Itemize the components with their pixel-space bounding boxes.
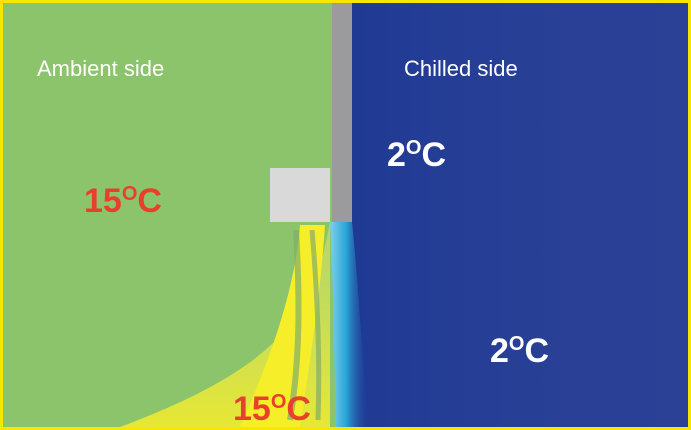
block bbox=[270, 168, 330, 222]
temp-number: 2 bbox=[387, 136, 406, 174]
temp-unit: C bbox=[137, 182, 162, 220]
side-label: Chilled side bbox=[404, 56, 518, 81]
temperature-label: 2OC bbox=[387, 136, 446, 174]
wall bbox=[332, 3, 352, 13]
temperature-label: 15OC bbox=[233, 390, 311, 428]
temperature-label: 2OC bbox=[490, 332, 549, 370]
side-label: Ambient side bbox=[37, 56, 164, 81]
plume-streak bbox=[287, 229, 302, 421]
temp-unit: C bbox=[286, 390, 311, 428]
cold-edge bbox=[330, 222, 370, 427]
temp-unit: C bbox=[524, 332, 549, 370]
wall bbox=[332, 12, 352, 222]
plume-core bbox=[240, 225, 325, 427]
temp-degree: O bbox=[509, 333, 525, 355]
temp-degree: O bbox=[406, 137, 422, 159]
chilled-region bbox=[340, 3, 688, 427]
plume-streak bbox=[309, 229, 322, 421]
temp-degree: O bbox=[122, 183, 138, 205]
temp-unit: C bbox=[421, 136, 446, 174]
temp-number: 15 bbox=[84, 182, 122, 220]
temp-number: 2 bbox=[490, 332, 509, 370]
temperature-label: 15OC bbox=[84, 182, 162, 220]
temp-number: 15 bbox=[233, 390, 271, 428]
temp-degree: O bbox=[271, 391, 287, 413]
